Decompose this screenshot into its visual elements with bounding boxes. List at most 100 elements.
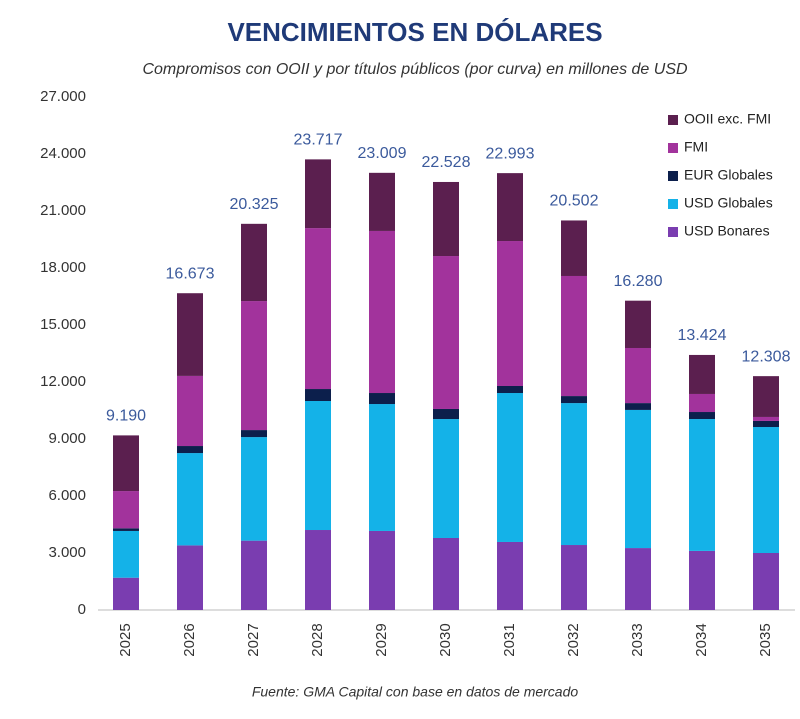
total-label: 16.280 [614, 273, 663, 290]
bar-segment [177, 375, 203, 447]
bar-segment [369, 404, 395, 531]
chart-subtitle: Compromisos con OOII y por títulos públi… [142, 61, 688, 78]
bar-segment [625, 548, 651, 610]
bar-segment [113, 530, 139, 578]
bar-segment [113, 435, 139, 492]
total-label: 9.190 [106, 408, 146, 425]
bar-segment [625, 347, 651, 404]
bar-segment [753, 427, 779, 553]
bar-segment [241, 301, 267, 431]
bar-segment [305, 159, 331, 229]
total-label: 22.993 [486, 145, 535, 162]
bar-segment [305, 389, 331, 401]
x-tick-label: 2031 [501, 623, 518, 656]
bar-segment [305, 401, 331, 531]
bar-segment [753, 420, 779, 428]
bar-segment [369, 172, 395, 231]
legend-swatch [668, 227, 678, 237]
legend-swatch [668, 199, 678, 209]
x-tick-label: 2034 [693, 623, 710, 656]
bar-segment [497, 241, 523, 386]
legend-swatch [668, 143, 678, 153]
bar-segment [433, 256, 459, 409]
bar-segment [369, 230, 395, 394]
x-tick-label: 2028 [309, 623, 326, 656]
total-label: 23.717 [294, 132, 343, 149]
bar-segment [369, 393, 395, 405]
bar-segment [177, 545, 203, 610]
bar-segment [561, 396, 587, 404]
total-label: 22.528 [422, 154, 471, 171]
bar-segment [753, 553, 779, 610]
x-tick-label: 2026 [181, 623, 198, 656]
bar-segment [497, 173, 523, 242]
y-tick-label: 6.000 [48, 487, 86, 504]
bar-segment [753, 376, 779, 417]
bar-segment [433, 419, 459, 538]
bar-segment [689, 550, 715, 610]
y-tick-label: 0 [78, 601, 86, 618]
bar-segment [177, 446, 203, 454]
x-tick-label: 2035 [757, 623, 774, 656]
legend-swatch [668, 171, 678, 181]
total-label: 16.673 [166, 265, 215, 282]
legend-label: FMI [684, 139, 708, 155]
bar-segment [497, 385, 523, 394]
bar-segment [561, 275, 587, 397]
total-label: 13.424 [678, 327, 727, 344]
y-tick-label: 27.000 [40, 88, 86, 105]
bar-segment [241, 540, 267, 610]
bar-segment [369, 530, 395, 610]
bar-segment [625, 409, 651, 549]
bar-segment [177, 293, 203, 376]
bar-segment [433, 408, 459, 420]
chart-title: VENCIMIENTOS EN DÓLARES [227, 17, 602, 47]
bar-segment [689, 412, 715, 420]
legend-swatch [668, 115, 678, 125]
y-tick-label: 3.000 [48, 544, 86, 561]
bar-segment [241, 223, 267, 302]
x-tick-label: 2030 [437, 623, 454, 656]
bar-segment [561, 403, 587, 546]
bar-segment [241, 437, 267, 541]
bar-segment [625, 403, 651, 410]
x-tick-label: 2025 [117, 623, 134, 656]
bar-segment [561, 220, 587, 276]
y-tick-label: 18.000 [40, 259, 86, 276]
bar-segment [561, 545, 587, 610]
bar-segment [497, 541, 523, 610]
total-label: 20.502 [550, 193, 599, 210]
total-label: 20.325 [230, 196, 279, 213]
legend-label: USD Globales [684, 195, 773, 211]
bar-segment [753, 416, 779, 421]
bar-segment [689, 393, 715, 413]
bar-segment [241, 430, 267, 438]
x-tick-label: 2027 [245, 623, 262, 656]
bar-segment [113, 577, 139, 610]
bar-segment [113, 491, 139, 529]
source-note: Fuente: GMA Capital con base en datos de… [252, 684, 579, 700]
x-tick-label: 2032 [565, 623, 582, 656]
bar-segment [433, 537, 459, 610]
y-tick-label: 15.000 [40, 316, 86, 333]
bar-segment [305, 228, 331, 390]
total-label: 23.009 [358, 145, 407, 162]
y-tick-label: 24.000 [40, 145, 86, 162]
bar-segment [177, 453, 203, 546]
legend-label: EUR Globales [684, 167, 773, 183]
y-tick-label: 21.000 [40, 202, 86, 219]
bar-segment [689, 419, 715, 551]
x-tick-label: 2029 [373, 623, 390, 656]
bar-segment [689, 354, 715, 394]
bar-segment [113, 528, 139, 531]
total-label: 12.308 [742, 348, 791, 365]
bar-segment [305, 530, 331, 610]
bar-segment [625, 300, 651, 348]
bar-segment [433, 181, 459, 257]
y-tick-label: 9.000 [48, 430, 86, 447]
legend-label: USD Bonares [684, 223, 770, 239]
bar-segment [497, 393, 523, 542]
legend-label: OOII exc. FMI [684, 111, 771, 127]
y-tick-label: 12.000 [40, 373, 86, 390]
